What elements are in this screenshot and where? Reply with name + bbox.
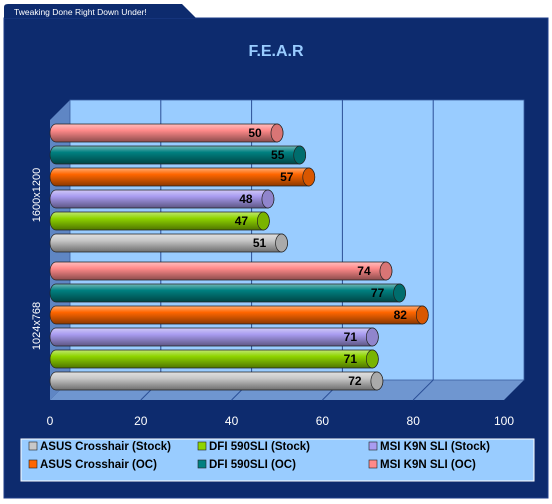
legend-item-dfi-590sli-stock: DFI 590SLI (Stock): [197, 441, 310, 453]
legend-item-asus-crosshair-stock: ASUS Crosshair (Stock): [28, 441, 171, 453]
x-tick-60: 60: [316, 414, 330, 428]
tagline-tab: [4, 4, 196, 18]
data-label-1024x768-msi-k9n-sli-oc: 74: [357, 264, 371, 278]
data-label-1600x1200-msi-k9n-sli-stock: 48: [239, 192, 253, 206]
bar-1024x768-dfi-590sli-oc: 77: [49, 283, 406, 303]
data-label-1024x768-dfi-590sli-oc: 77: [371, 286, 385, 300]
data-label-1024x768-asus-crosshair-oc: 82: [394, 308, 408, 322]
legend-swatch-asus-crosshair-stock: [28, 441, 38, 451]
bar-1024x768-msi-k9n-sli-stock: 71: [49, 327, 379, 347]
legend-item-msi-k9n-sli-stock: MSI K9N SLI (Stock): [368, 441, 490, 453]
bar-1600x1200-dfi-590sli-oc: 55: [49, 145, 307, 165]
legend-label-asus-crosshair-oc: ASUS Crosshair (OC): [40, 459, 157, 471]
tagline: Tweaking Done Right Down Under!: [14, 7, 147, 17]
legend-label-asus-crosshair-stock: ASUS Crosshair (Stock): [40, 441, 171, 453]
data-label-1600x1200-dfi-590sli-oc: 55: [271, 148, 285, 162]
legend-label-msi-k9n-sli-stock: MSI K9N SLI (Stock): [380, 441, 490, 453]
x-tick-100: 100: [494, 414, 514, 428]
x-tick-0: 0: [47, 414, 54, 428]
data-label-1600x1200-msi-k9n-sli-oc: 50: [248, 126, 262, 140]
data-label-1600x1200-asus-crosshair-oc: 57: [280, 170, 294, 184]
x-tick-20: 20: [134, 414, 148, 428]
data-label-1600x1200-asus-crosshair-stock: 51: [253, 236, 267, 250]
legend-swatch-dfi-590sli-stock: [197, 441, 207, 451]
legend-label-msi-k9n-sli-oc: MSI K9N SLI (OC): [380, 459, 476, 471]
category-label-1600x1200: 1600x1200: [31, 168, 43, 222]
bar-1600x1200-asus-crosshair-oc: 57: [49, 167, 316, 187]
legend-item-msi-k9n-sli-oc: MSI K9N SLI (OC): [368, 459, 476, 471]
legend-swatch-dfi-590sli-oc: [197, 459, 207, 469]
legend-item-asus-crosshair-oc: ASUS Crosshair (OC): [28, 459, 157, 471]
floor-gridline-80: [412, 379, 434, 401]
legend-swatch-asus-crosshair-oc: [28, 459, 38, 469]
bar-1024x768-dfi-590sli-stock: 71: [49, 349, 379, 369]
legend-swatch-msi-k9n-sli-oc: [368, 459, 378, 469]
bar-1600x1200-dfi-590sli-stock: 47: [49, 211, 270, 231]
bar-1024x768-asus-crosshair-oc: 82: [49, 305, 429, 325]
bar-1600x1200-asus-crosshair-stock: 51: [49, 233, 288, 253]
data-label-1600x1200-dfi-590sli-stock: 47: [235, 214, 249, 228]
category-label-1024x768: 1024x768: [31, 302, 43, 350]
x-tick-40: 40: [225, 414, 239, 428]
bar-1600x1200-msi-k9n-sli-stock: 48: [49, 189, 275, 209]
x-tick-80: 80: [407, 414, 421, 428]
legend-label-dfi-590sli-stock: DFI 590SLI (Stock): [209, 441, 310, 453]
bar-1024x768-msi-k9n-sli-oc: 74: [49, 261, 393, 281]
data-label-1024x768-asus-crosshair-stock: 72: [348, 374, 362, 388]
data-label-1024x768-msi-k9n-sli-stock: 71: [344, 330, 358, 344]
data-label-1024x768-dfi-590sli-stock: 71: [344, 352, 358, 366]
x-tick-labels: 0 20 40 60 80 100: [47, 414, 515, 428]
legend-item-dfi-590sli-oc: DFI 590SLI (OC): [197, 459, 296, 471]
legend-box: [20, 438, 535, 482]
bar-1024x768-asus-crosshair-stock: 72: [49, 371, 384, 391]
chart-title: F.E.A.R: [248, 43, 304, 60]
bar-1600x1200-msi-k9n-sli-oc: 50: [49, 123, 284, 143]
legend-swatch-msi-k9n-sli-stock: [368, 441, 378, 451]
legend: ASUS Crosshair (Stock) DFI 590SLI (Stock)…: [28, 441, 490, 471]
legend-label-dfi-590sli-oc: DFI 590SLI (OC): [209, 459, 296, 471]
